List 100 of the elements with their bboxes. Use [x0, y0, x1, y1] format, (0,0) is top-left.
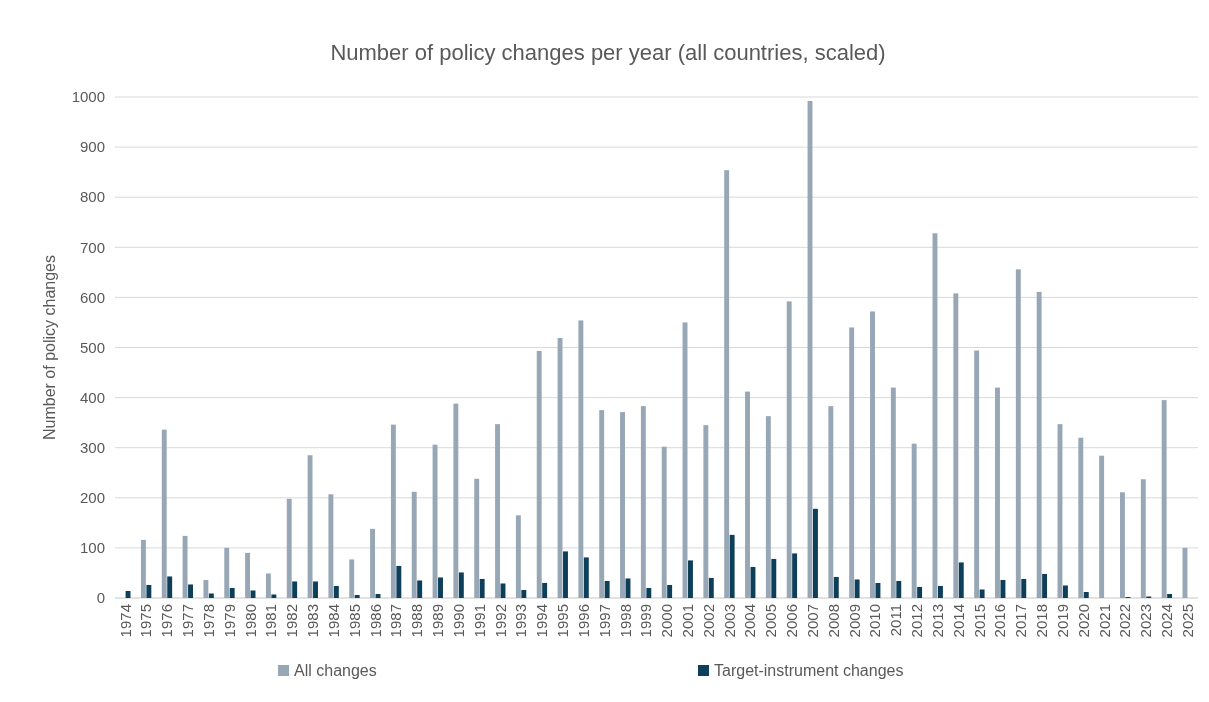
bar [1000, 579, 1006, 598]
bar [542, 582, 548, 598]
x-tick-label: 1979 [220, 604, 238, 638]
bar [896, 580, 902, 598]
x-tick-label: 1993 [512, 604, 530, 638]
x-tick-label: 1999 [637, 604, 655, 638]
y-axis-title: Number of policy changes [41, 255, 58, 440]
x-tick-label: 2004 [741, 604, 759, 638]
bar [417, 580, 423, 598]
bar [458, 572, 464, 598]
legend-label: All changes [294, 662, 377, 679]
bar [224, 547, 230, 598]
bar [1161, 400, 1167, 598]
bar [724, 170, 730, 598]
x-tick-label: 1990 [449, 604, 467, 638]
bar [432, 444, 438, 598]
x-tick-label: 1992 [491, 604, 509, 638]
bar [208, 593, 214, 598]
bar [313, 581, 318, 598]
x-tick-label: 2018 [1033, 604, 1051, 638]
x-tick-label: 2010 [866, 604, 884, 638]
bar [271, 594, 277, 598]
x-tick-label: 1977 [179, 604, 197, 638]
bar [292, 581, 298, 598]
bar [349, 559, 355, 598]
x-tick-label: 1974 [116, 604, 134, 638]
x-tick-label: 1986 [366, 604, 384, 638]
x-tick-label: 2014 [949, 604, 967, 638]
x-tick-label: 2003 [720, 604, 738, 638]
x-tick-label: 2008 [824, 604, 842, 638]
x-tick-label: 2024 [1158, 604, 1176, 638]
bar [813, 508, 818, 598]
bar [995, 387, 1000, 598]
x-tick-label: 1988 [408, 604, 426, 638]
x-tick-label: 1995 [554, 604, 572, 638]
bar [390, 424, 396, 598]
x-tick-label: 1976 [158, 604, 176, 638]
bar [708, 577, 714, 598]
bar [854, 579, 860, 598]
x-tick-label: 2012 [908, 604, 926, 638]
bar [563, 551, 568, 598]
bar [578, 320, 584, 598]
bar [974, 350, 980, 598]
bar [140, 539, 146, 598]
y-tick-label: 0 [96, 589, 105, 607]
bar [333, 585, 339, 598]
x-tick-label: 2020 [1074, 604, 1092, 638]
bar [1078, 437, 1084, 598]
x-tick-label: 1980 [241, 604, 259, 638]
x-tick-label: 1996 [574, 604, 592, 638]
bar [188, 584, 193, 598]
bar [286, 498, 292, 598]
x-tick-label: 2005 [762, 604, 780, 638]
bar [1042, 573, 1048, 598]
x-tick-label: 1991 [470, 604, 488, 638]
bar [161, 429, 167, 598]
bar [536, 351, 542, 598]
x-tick-label: 2013 [928, 604, 946, 638]
x-tick-label: 1998 [616, 604, 634, 638]
bar [1120, 492, 1125, 598]
bar [354, 594, 360, 598]
bar [203, 579, 209, 598]
x-tick-label: 2011 [887, 604, 905, 637]
x-tick-label: 1987 [387, 604, 405, 638]
bar [870, 311, 875, 598]
chart-title: Number of policy changes per year (all countries, scaled) [330, 40, 886, 65]
bar [453, 403, 459, 598]
x-tick-label: 1994 [533, 604, 551, 638]
bar [1036, 291, 1042, 598]
x-tick-label: 2007 [803, 604, 821, 638]
y-tick-label: 500 [79, 338, 105, 356]
bar [917, 586, 923, 598]
y-tick-label: 600 [79, 288, 105, 306]
bar [703, 425, 709, 598]
bar [833, 576, 839, 598]
bar [265, 573, 271, 598]
x-tick-label: 1978 [199, 604, 217, 638]
bar [495, 424, 500, 598]
bar [640, 406, 646, 598]
x-tick-label: 1997 [595, 604, 613, 638]
x-tick-label: 1983 [304, 604, 322, 638]
x-tick-label: 2016 [991, 604, 1009, 638]
bar [1140, 479, 1146, 598]
bar [661, 446, 667, 598]
bar [688, 560, 693, 598]
x-tick-label: 2002 [699, 604, 717, 638]
x-tick-label: 2006 [783, 604, 801, 638]
bar [604, 580, 610, 598]
bar [521, 589, 527, 598]
x-tick-label: 2025 [1178, 604, 1196, 638]
bar [771, 558, 777, 598]
x-tick-label: 1989 [429, 604, 447, 638]
y-tick-label: 700 [79, 238, 105, 256]
x-tick-label: 1985 [345, 604, 363, 638]
bar [937, 585, 943, 598]
bar [729, 534, 735, 598]
x-tick-label: 2000 [658, 604, 676, 638]
bar [479, 578, 485, 598]
x-tick-label: 1982 [283, 604, 301, 638]
bar [411, 491, 417, 598]
